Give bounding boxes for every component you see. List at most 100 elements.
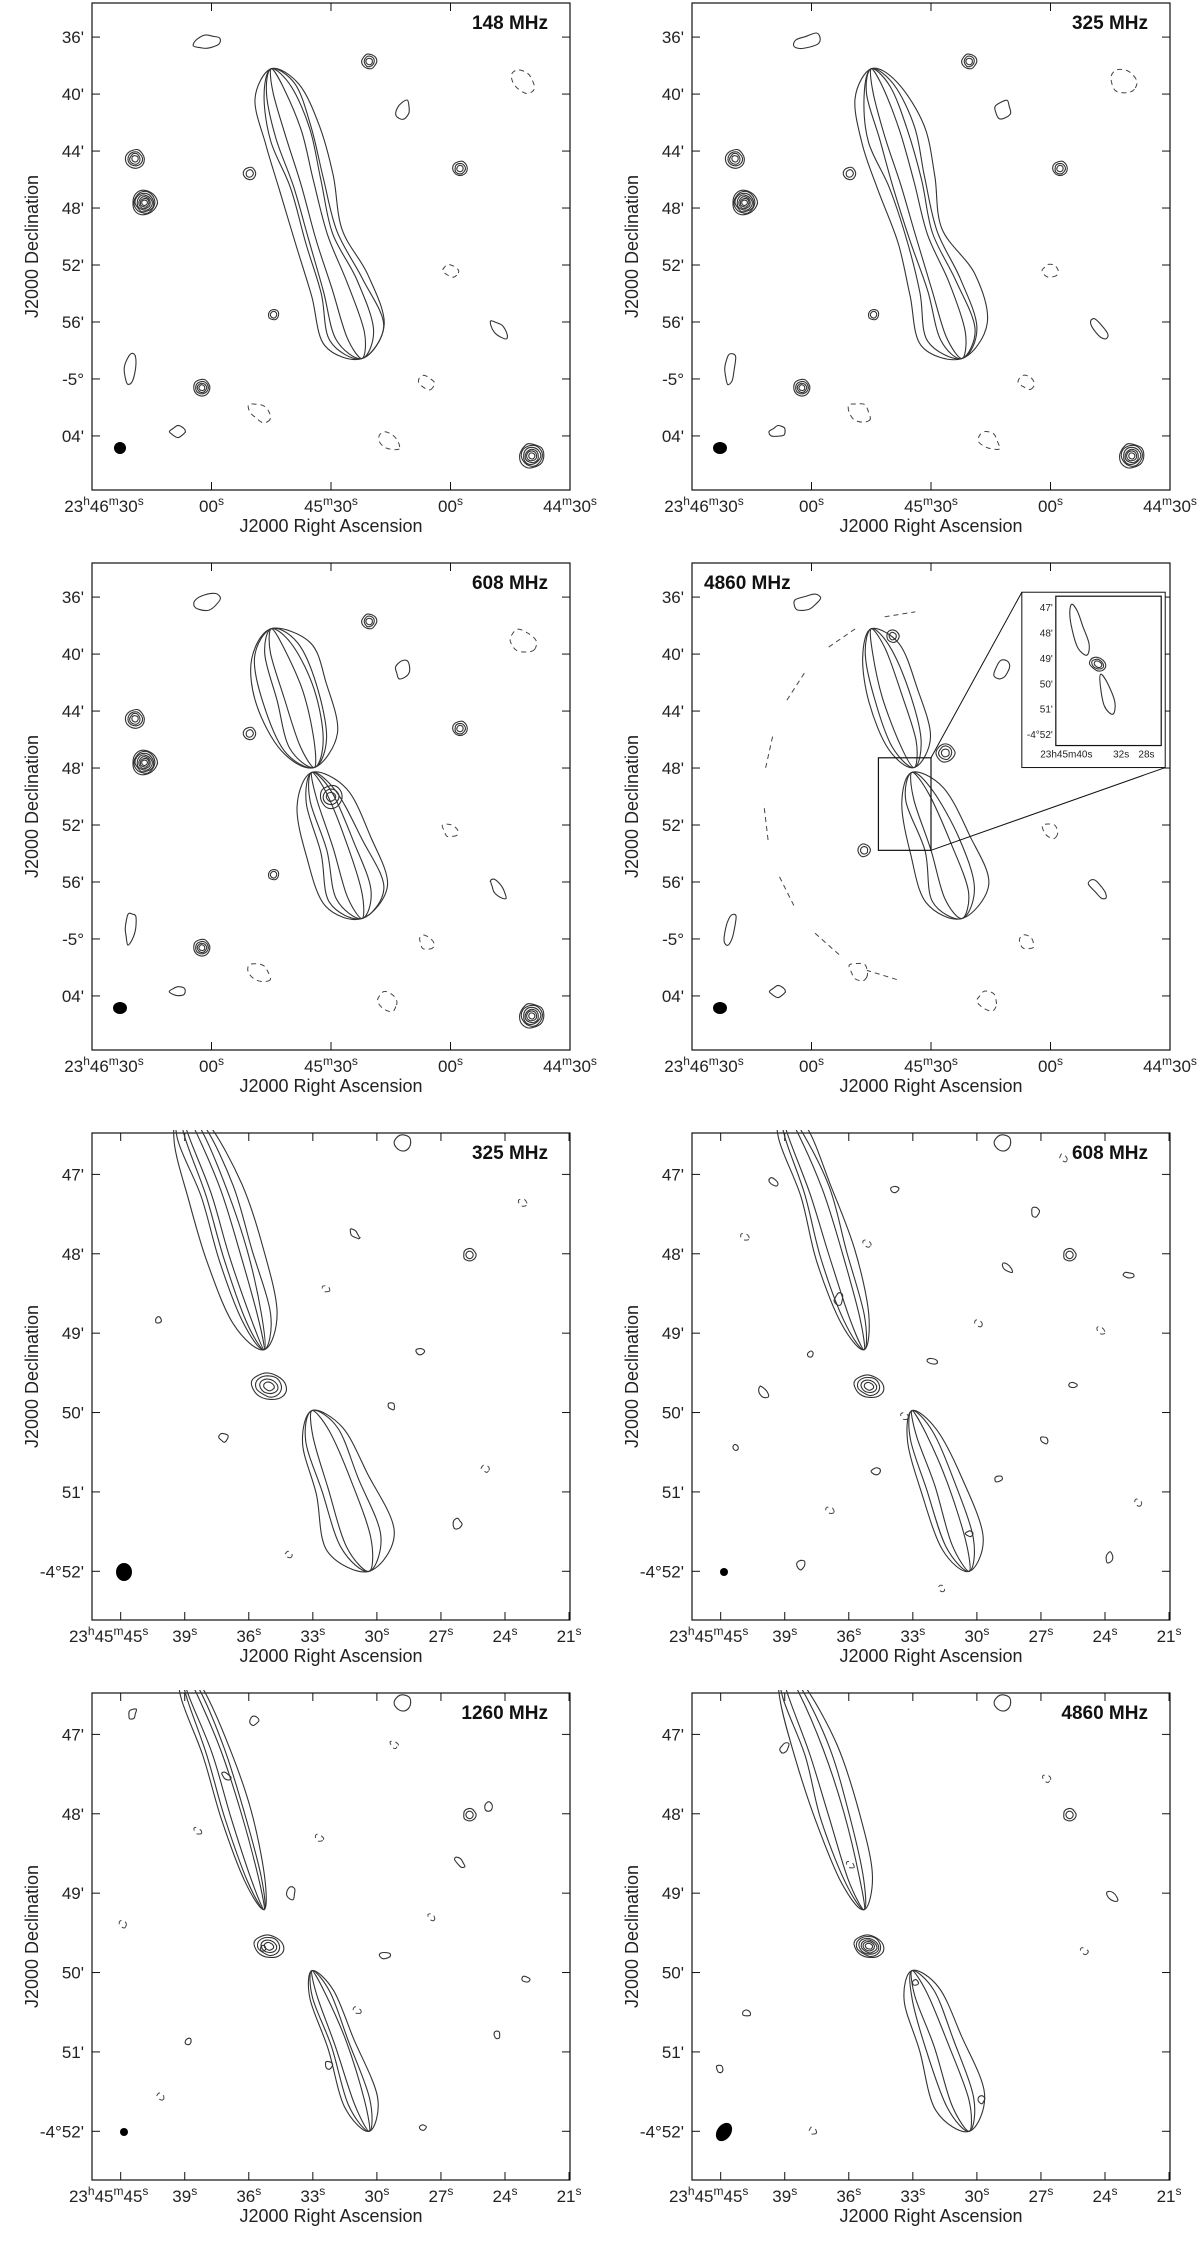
compact-source-contour: [269, 310, 278, 319]
y-tick-label: 36': [62, 588, 84, 607]
compact-source-contour: [365, 617, 373, 626]
core-source-contour: [260, 1939, 278, 1954]
inset-x-tick-label: 28s: [1138, 750, 1154, 761]
contour-layer: [732, 1130, 1143, 1593]
x-tick-label: 00s: [1038, 494, 1063, 516]
northern-lobe-contour: [178, 1690, 267, 1911]
x-tick-label: 00s: [1038, 1054, 1063, 1076]
noise-contour: [1068, 1381, 1078, 1389]
compact-source-contour: [129, 712, 141, 725]
compact-source-contour: [463, 1247, 477, 1262]
compact-source-contour: [867, 309, 880, 321]
panel-325-mhz-wide: 23h46m30s 00s 45m30s 00s 44m30s 36' 40' 44' 48' 5…: [600, 0, 1200, 560]
compact-source-contour: [133, 190, 156, 214]
x-tick-label: 00s: [799, 494, 824, 516]
tailed-radio-galaxy-contour: [296, 771, 389, 920]
tailed-radio-galaxy-contour: [901, 771, 990, 920]
noise-contour: [994, 99, 1012, 120]
compact-source-contour: [267, 309, 280, 321]
compact-source-contour: [1126, 450, 1138, 462]
compact-source-contour: [454, 722, 467, 735]
plot-frame: [91, 2, 571, 491]
frequency-label: 4860 MHz: [704, 573, 791, 594]
y-tick-label: 48': [662, 1805, 684, 1824]
x-tick-label: 44m30s: [1143, 1054, 1197, 1076]
noise-contour: [418, 2124, 427, 2131]
noise-contour-negative: [900, 1412, 910, 1421]
x-axis-label: J2000 Right Ascension: [239, 1646, 422, 1666]
compact-source-contour: [528, 452, 536, 460]
noise-contour-negative: [937, 1584, 946, 1593]
y-tick-label: 44': [662, 142, 684, 161]
x-tick-label: 24s: [493, 1624, 518, 1646]
noise-contour: [994, 1475, 1003, 1483]
panel-1260-mhz-zoom: 23h45m45s 39s 36s 33s 30s 27s 24s 21s 47' 48' 49' 5…: [0, 1690, 600, 2240]
y-tick-label: 47': [62, 1165, 84, 1184]
y-tick-label: 52': [62, 256, 84, 275]
y-tick-label: 40': [662, 85, 684, 104]
y-tick-label: 52': [62, 816, 84, 835]
zoom-connector-line: [930, 767, 1166, 851]
beam-ellipse: [720, 1568, 728, 1576]
tailed-radio-galaxy-contour: [863, 67, 978, 360]
southern-tail-contour: [309, 1410, 374, 1572]
y-tick-label: 48': [62, 1805, 84, 1824]
noise-contour: [806, 1350, 814, 1358]
x-tick-label: 21s: [1157, 1624, 1182, 1646]
core-source-contour: [855, 1935, 882, 1957]
compact-source-contour: [1065, 1250, 1074, 1260]
noise-contour-negative: [765, 732, 774, 768]
inset-y-tick-label: 47': [1040, 603, 1053, 614]
inset-x-tick-label: 32s: [1113, 750, 1129, 761]
northern-lobe-contour: [776, 1130, 870, 1351]
noise-contour: [493, 2030, 501, 2040]
core-source-contour: [860, 1379, 878, 1394]
x-tick-label: 44m30s: [543, 1054, 597, 1076]
panel-4860-mhz-zoom: 23h45m45s 39s 36s 33s 30s 27s 24s 21s 47' 48' 49' 5…: [600, 1690, 1200, 2240]
compact-source-contour: [196, 942, 208, 954]
core-source-contour: [256, 1936, 281, 1957]
compact-source-contour: [363, 615, 375, 628]
core-source-contour: [250, 1372, 287, 1401]
noise-contour-negative: [1017, 374, 1035, 391]
noise-contour: [793, 593, 822, 612]
frequency-label: 148 MHz: [472, 13, 548, 34]
y-tick-label: 50': [662, 1964, 684, 1983]
x-tick-label: 24s: [493, 2184, 518, 2206]
compact-source-contour: [242, 726, 257, 741]
compact-source-contour: [732, 189, 759, 216]
compact-source-contour: [322, 788, 340, 806]
x-tick-label: 27s: [1028, 1624, 1053, 1646]
compact-source-contour: [793, 378, 811, 397]
compact-source-contour: [729, 152, 741, 165]
x-tick-label: 23h46m30s: [664, 494, 743, 516]
y-tick-label: -4°52': [640, 2122, 684, 2141]
y-tick-label: 36': [662, 28, 684, 47]
panel-608-mhz-zoom: 23h45m45s 39s 36s 33s 30s 27s 24s 21s 47' 48' 49' 5…: [600, 1130, 1200, 1690]
northern-lobe-contour: [182, 1130, 266, 1351]
beam-ellipse: [120, 2128, 128, 2136]
southern-tail-contour: [307, 1969, 379, 2132]
core-source-contour: [864, 1942, 874, 1950]
northern-lobe-contour: [785, 1130, 866, 1351]
compact-source-contour: [132, 749, 159, 776]
inset-y-tick-label: 51': [1040, 705, 1053, 716]
southern-tail-contour: [909, 1970, 976, 2132]
y-tick-label: 47': [62, 1725, 84, 1744]
contour-layer: [155, 1130, 528, 1573]
compact-source-contour: [454, 162, 467, 175]
y-tick-label: 40': [62, 85, 84, 104]
compact-source-contour: [993, 1134, 1012, 1152]
noise-contour-negative: [740, 1232, 750, 1241]
compact-source-contour: [134, 752, 155, 773]
compact-source-contour: [724, 148, 745, 169]
contour-plot: 23h45m45s 39s 36s 33s 30s 27s 24s 21s 47' 48' 49' 5…: [22, 1690, 582, 2226]
y-tick-label: -4°52': [40, 2122, 84, 2141]
tailed-radio-galaxy-contour: [250, 627, 339, 769]
compact-source-contour: [325, 791, 337, 802]
tailed-radio-galaxy-contour: [305, 771, 385, 920]
northern-lobe-contour: [186, 1690, 265, 1911]
compact-source-contour: [195, 380, 209, 395]
x-tick-label: 33s: [300, 2184, 325, 2206]
southern-tail-contour: [910, 1410, 971, 1572]
